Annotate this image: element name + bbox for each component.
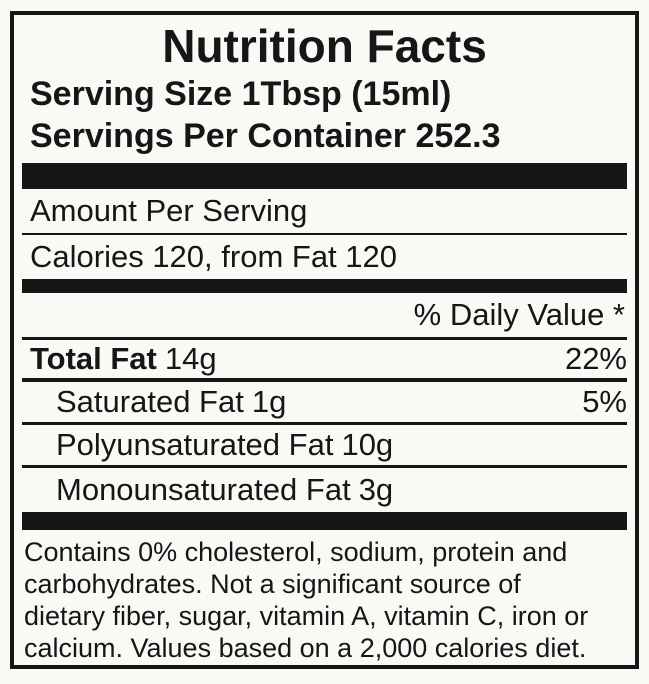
thick-separator-bar-top [22,163,627,189]
nutrient-amount: 3g [358,472,394,507]
nutrient-daily-value: 5% [582,384,627,419]
thick-separator-bar-middle [22,279,627,293]
nutrient-amount: 1g [251,384,287,419]
footnote-line: carbohydrates. Not a significant source … [24,569,521,599]
nutrient-amount: 14g [164,341,217,376]
nutrient-row-saturated-fat: Saturated Fat 1g 5% [22,382,627,425]
serving-size-line: Serving Size 1Tbsp (15ml) [30,75,452,113]
calories-row: Calories 120, from Fat 120 [30,239,398,274]
daily-value-header: % Daily Value * [22,293,627,340]
nutrient-row-polyunsaturated-fat: Polyunsaturated Fat 10g [22,425,627,468]
nutrient-name-amount: Total Fat 14g [30,340,217,378]
nutrient-name: Monounsaturated Fat [56,472,351,507]
amount-per-serving-row: Amount Per Serving [22,189,627,235]
thick-separator-bar-bottom [22,512,627,530]
nutrient-row-total-fat: Total Fat 14g 22% [22,340,627,382]
footnote-line: dietary fiber, sugar, vitamin A, vitamin… [24,601,589,631]
footnote-line: calcium. Values based on a 2,000 calorie… [24,633,587,663]
nutrition-facts-label: Nutrition Facts Serving Size 1Tbsp (15ml… [10,11,639,669]
nutrient-name: Total Fat [30,341,157,376]
nutrient-name: Polyunsaturated Fat [56,427,334,462]
nutrient-name-amount: Monounsaturated Fat 3g [56,468,393,512]
nutrient-name: Saturated Fat [56,384,244,419]
nutrient-name-amount: Saturated Fat 1g [56,382,286,422]
nutrient-name-amount: Polyunsaturated Fat 10g [56,425,393,465]
footnote-line: Contains 0% cholesterol, sodium, protein… [24,537,568,567]
nutrient-amount: 10g [341,427,394,462]
servings-per-container-line: Servings Per Container 252.3 [30,117,501,155]
label-content: Nutrition Facts Serving Size 1Tbsp (15ml… [14,19,635,664]
nutrient-row-monounsaturated-fat: Monounsaturated Fat 3g [22,468,627,512]
footnote: Contains 0% cholesterol, sodium, protein… [22,536,627,664]
label-title: Nutrition Facts [162,20,487,72]
nutrient-daily-value: 22% [564,341,627,376]
